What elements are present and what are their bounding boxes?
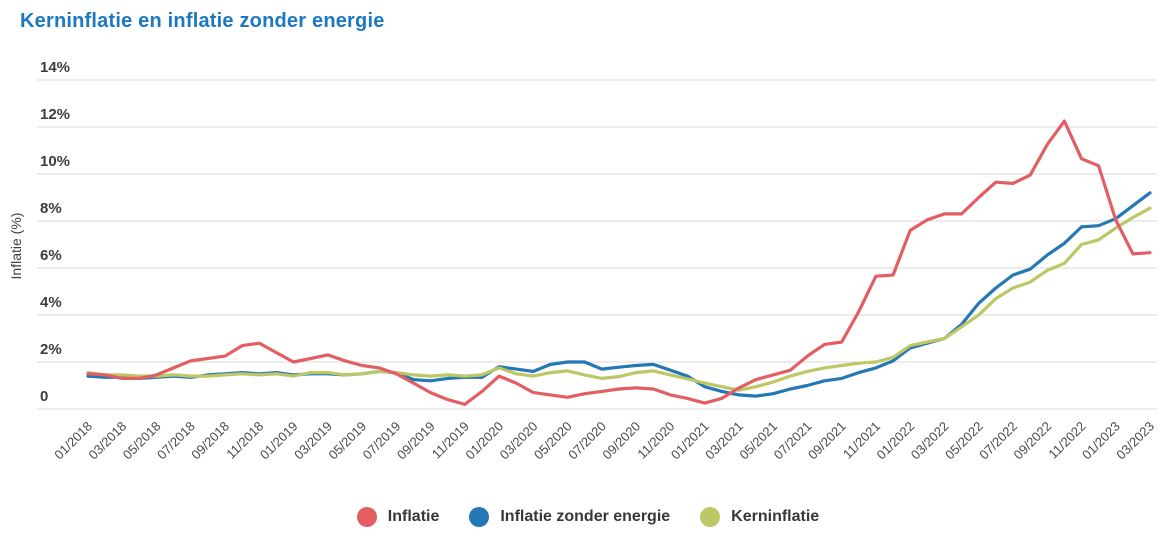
x-tick-label: 09/2022 xyxy=(1011,419,1055,463)
x-tick-label: 09/2021 xyxy=(805,419,849,463)
x-tick-label: 09/2020 xyxy=(599,419,643,463)
y-tick-label: 4% xyxy=(40,294,62,311)
x-tick-label: 09/2019 xyxy=(394,419,438,463)
y-tick-label: 8% xyxy=(40,200,62,217)
legend-dot-icon xyxy=(356,507,377,527)
x-tick-label: 03/2023 xyxy=(1113,419,1157,463)
y-tick-label: 14% xyxy=(40,59,70,76)
y-tick-label: 12% xyxy=(40,106,70,123)
y-tick-label: 6% xyxy=(40,247,62,264)
legend-label: Inflatie zonder energie xyxy=(500,508,671,525)
legend-item-kerninflatie[interactable]: Kerninflatie xyxy=(700,507,819,527)
legend-item-inflatie[interactable]: Inflatie xyxy=(356,507,440,527)
legend-label: Kerninflatie xyxy=(731,508,820,525)
legend-dot-icon xyxy=(700,507,721,527)
legend-item-inflatie-zonder-energie[interactable]: Inflatie zonder energie xyxy=(469,507,670,527)
y-tick-label: 10% xyxy=(40,153,70,170)
series-line-inflatie xyxy=(86,119,1152,406)
chart-title: Kerninflatie en inflatie zonder energie xyxy=(20,10,385,32)
legend-dot-icon xyxy=(469,507,490,527)
plot-area: 14%12%10%8%6%4%2%001/201803/201805/20180… xyxy=(37,59,1157,463)
y-tick-label: 0 xyxy=(40,388,48,405)
series-line-kerninflatie xyxy=(86,206,1152,392)
series-line-inflatie-zonder-energie xyxy=(86,191,1152,398)
y-tick-label: 2% xyxy=(40,341,62,358)
legend: Inflatie Inflatie zonder energie Kerninfla… xyxy=(0,507,1176,527)
legend-label: Inflatie xyxy=(387,508,440,525)
x-tick-label: 09/2018 xyxy=(188,419,232,463)
